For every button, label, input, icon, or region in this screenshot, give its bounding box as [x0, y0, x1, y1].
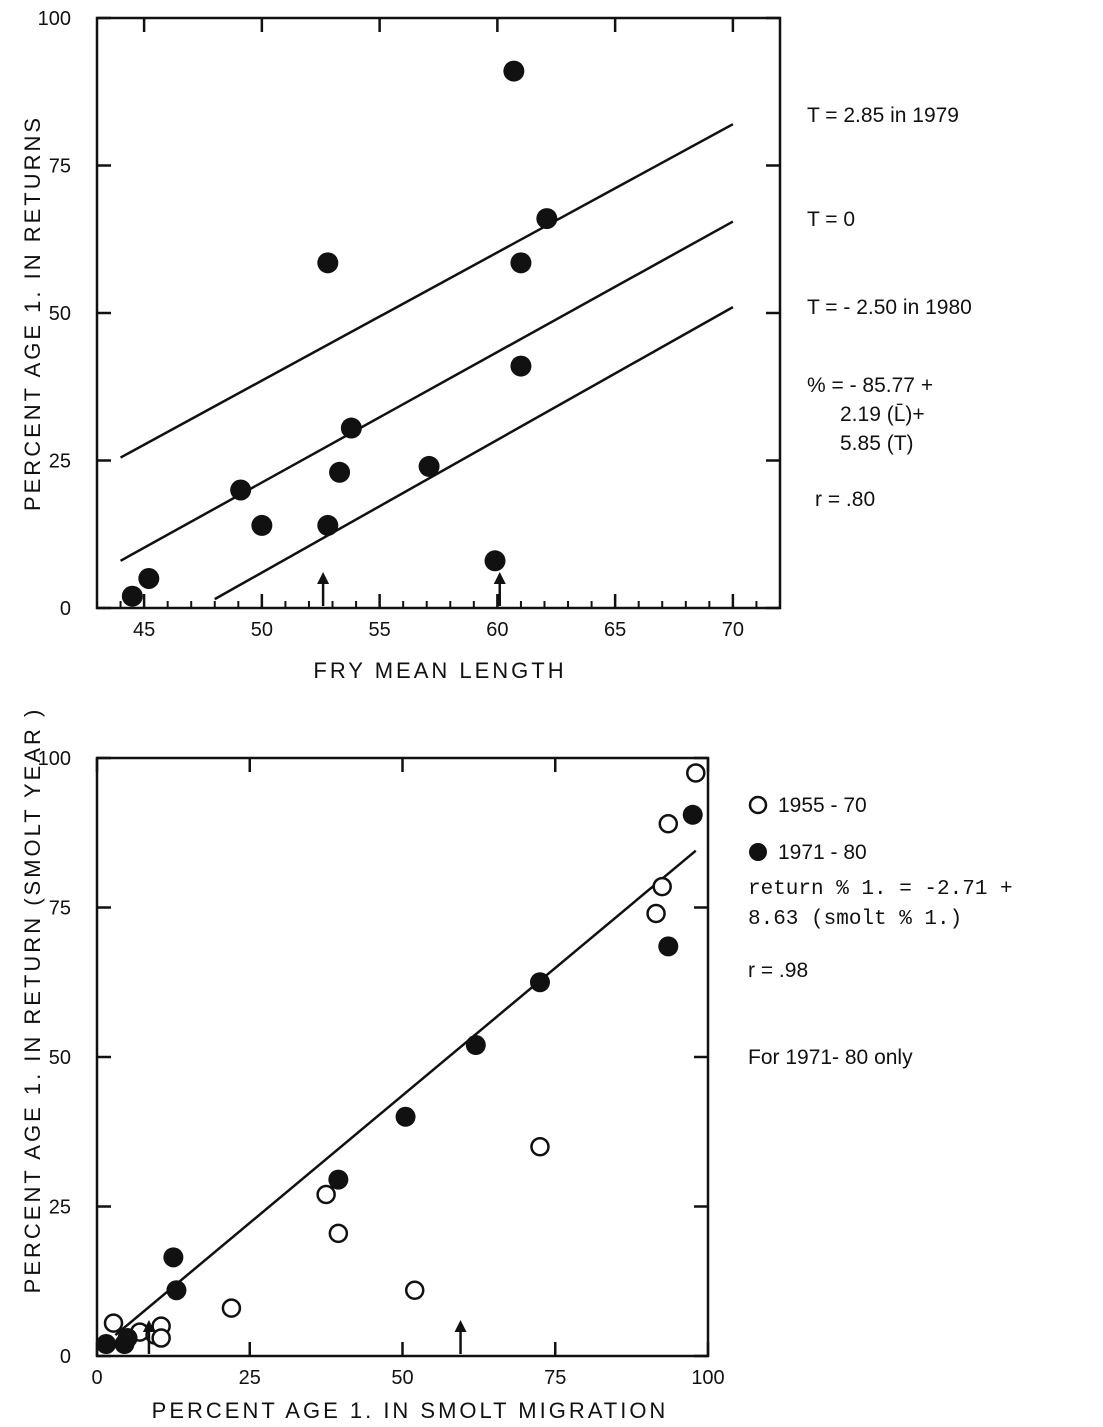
x-tick-label: 25 — [239, 1367, 261, 1389]
equation-line-1: % = - 85.77 + — [807, 374, 933, 397]
data-point-filled — [395, 1106, 416, 1127]
data-point — [503, 60, 525, 82]
data-point — [484, 550, 506, 572]
arrow-up-icon — [493, 572, 506, 584]
y-tick-label: 75 — [49, 156, 71, 178]
plot-frame-bottom — [95, 756, 710, 1358]
legend-label-1971-80: 1971 - 80 — [778, 841, 867, 864]
plot-frame-top — [95, 16, 782, 610]
data-point — [329, 461, 351, 483]
y-tick-label: 0 — [60, 1346, 71, 1368]
data-point — [230, 479, 252, 501]
regression-line — [119, 123, 734, 459]
y-tick-label: 0 — [60, 598, 71, 620]
y-tick-label: 50 — [49, 1047, 71, 1069]
data-point-open — [316, 1184, 336, 1205]
data-point-open — [404, 1280, 425, 1300]
y-axis-label-top: PERCENT AGE 1. IN RETURNS — [20, 115, 45, 511]
regression-line-bottom — [114, 849, 697, 1337]
x-tick-label: 60 — [486, 619, 508, 641]
y-tick-label: 25 — [49, 451, 71, 473]
data-point-filled — [163, 1247, 184, 1268]
label-t-1979: T = 2.85 in 1979 — [807, 104, 959, 127]
data-point-open — [221, 1298, 242, 1318]
x-tick-label: 0 — [91, 1367, 102, 1389]
data-point-open — [103, 1313, 124, 1333]
y-tick-label: 75 — [49, 898, 71, 920]
tick-marks-top — [96, 16, 781, 610]
data-point-filled — [166, 1280, 187, 1301]
y-axis-label-bottom: PERCENT AGE 1. IN RETURN (SMOLT YEAR ) — [20, 707, 45, 1294]
arrows-top — [317, 572, 506, 606]
data-point-open — [328, 1223, 349, 1244]
x-tick-label: 75 — [544, 1367, 566, 1389]
data-point — [251, 514, 273, 536]
data-point-filled — [328, 1169, 349, 1190]
data-point-filled — [682, 804, 703, 825]
data-point — [536, 208, 558, 230]
x-tick-label: 50 — [391, 1367, 413, 1389]
equation-bottom-line-1: return % 1. = -2.71 + — [748, 878, 1013, 901]
regression-line — [114, 849, 697, 1337]
label-t-1980: T = - 2.50 in 1980 — [807, 296, 972, 319]
chart-fry-length: 45 50 55 60 65 70 0 25 50 75 100 FRY MEAN LENGTH P… — [20, 8, 972, 683]
data-point-open — [686, 763, 706, 783]
data-point — [510, 355, 532, 377]
arrow-up-icon — [454, 1320, 467, 1332]
y-tick-label: 25 — [49, 1197, 71, 1219]
r-value-top: r = .80 — [815, 488, 875, 511]
data-point-open — [658, 814, 679, 834]
y-tick-label: 100 — [38, 748, 71, 770]
legend-open-circle-icon — [748, 795, 768, 815]
chart-smolt-migration: 0 25 50 75 100 0 25 50 75 100 PERCENT AGE 1. IN S… — [20, 707, 1013, 1423]
legend-filled-circle-icon — [749, 843, 767, 861]
data-points-top — [121, 60, 558, 607]
data-point-open — [646, 903, 666, 924]
x-axis-label-top: FRY MEAN LENGTH — [313, 658, 566, 683]
tick-labels-top: 45 50 55 60 65 70 0 25 50 75 100 — [38, 8, 744, 641]
equation-line-3: 5.85 (T) — [840, 432, 914, 455]
data-point-filled — [529, 972, 550, 993]
x-tick-label: 65 — [604, 619, 626, 641]
data-point — [317, 252, 339, 274]
x-axis-label-bottom: PERCENT AGE 1. IN SMOLT MIGRATION — [152, 1398, 669, 1423]
x-tick-label: 100 — [691, 1367, 724, 1389]
data-point-open — [652, 876, 672, 897]
tick-labels-bottom: 0 25 50 75 100 0 25 50 75 100 — [38, 748, 725, 1389]
arrow-up-icon — [142, 1320, 155, 1332]
x-tick-label: 70 — [722, 619, 744, 641]
data-point — [138, 568, 160, 589]
data-point-filled — [465, 1035, 486, 1056]
note-1971-80-only: For 1971- 80 only — [748, 1046, 913, 1069]
data-point-filled — [96, 1334, 117, 1355]
data-point — [340, 417, 362, 439]
legend-label-1955-70: 1955 - 70 — [778, 794, 867, 817]
data-point-filled — [117, 1328, 138, 1349]
r-value-bottom: r = .98 — [748, 959, 808, 982]
equation-bottom-line-2: 8.63 (smolt % 1.) — [748, 908, 962, 931]
tick-marks-bottom — [95, 756, 710, 1358]
x-tick-label: 50 — [251, 619, 273, 641]
y-tick-label: 50 — [49, 303, 71, 325]
data-point — [418, 455, 440, 477]
equation-line-2: 2.19 (L̄)+ — [840, 403, 925, 426]
label-t-0: T = 0 — [807, 208, 855, 231]
regression-lines-top — [119, 123, 734, 601]
arrow-up-icon — [317, 572, 330, 584]
arrows-bottom — [142, 1320, 467, 1354]
regression-line — [214, 306, 734, 601]
x-tick-label: 55 — [368, 619, 390, 641]
data-point-filled — [658, 936, 679, 957]
data-point — [510, 252, 532, 274]
data-point-open — [530, 1136, 550, 1157]
regression-line — [119, 220, 734, 562]
x-tick-label: 45 — [133, 619, 155, 641]
data-point-open — [151, 1328, 171, 1348]
y-tick-label: 100 — [38, 8, 71, 30]
data-point — [317, 514, 339, 536]
data-points-bottom — [96, 763, 706, 1355]
data-point — [121, 585, 143, 607]
